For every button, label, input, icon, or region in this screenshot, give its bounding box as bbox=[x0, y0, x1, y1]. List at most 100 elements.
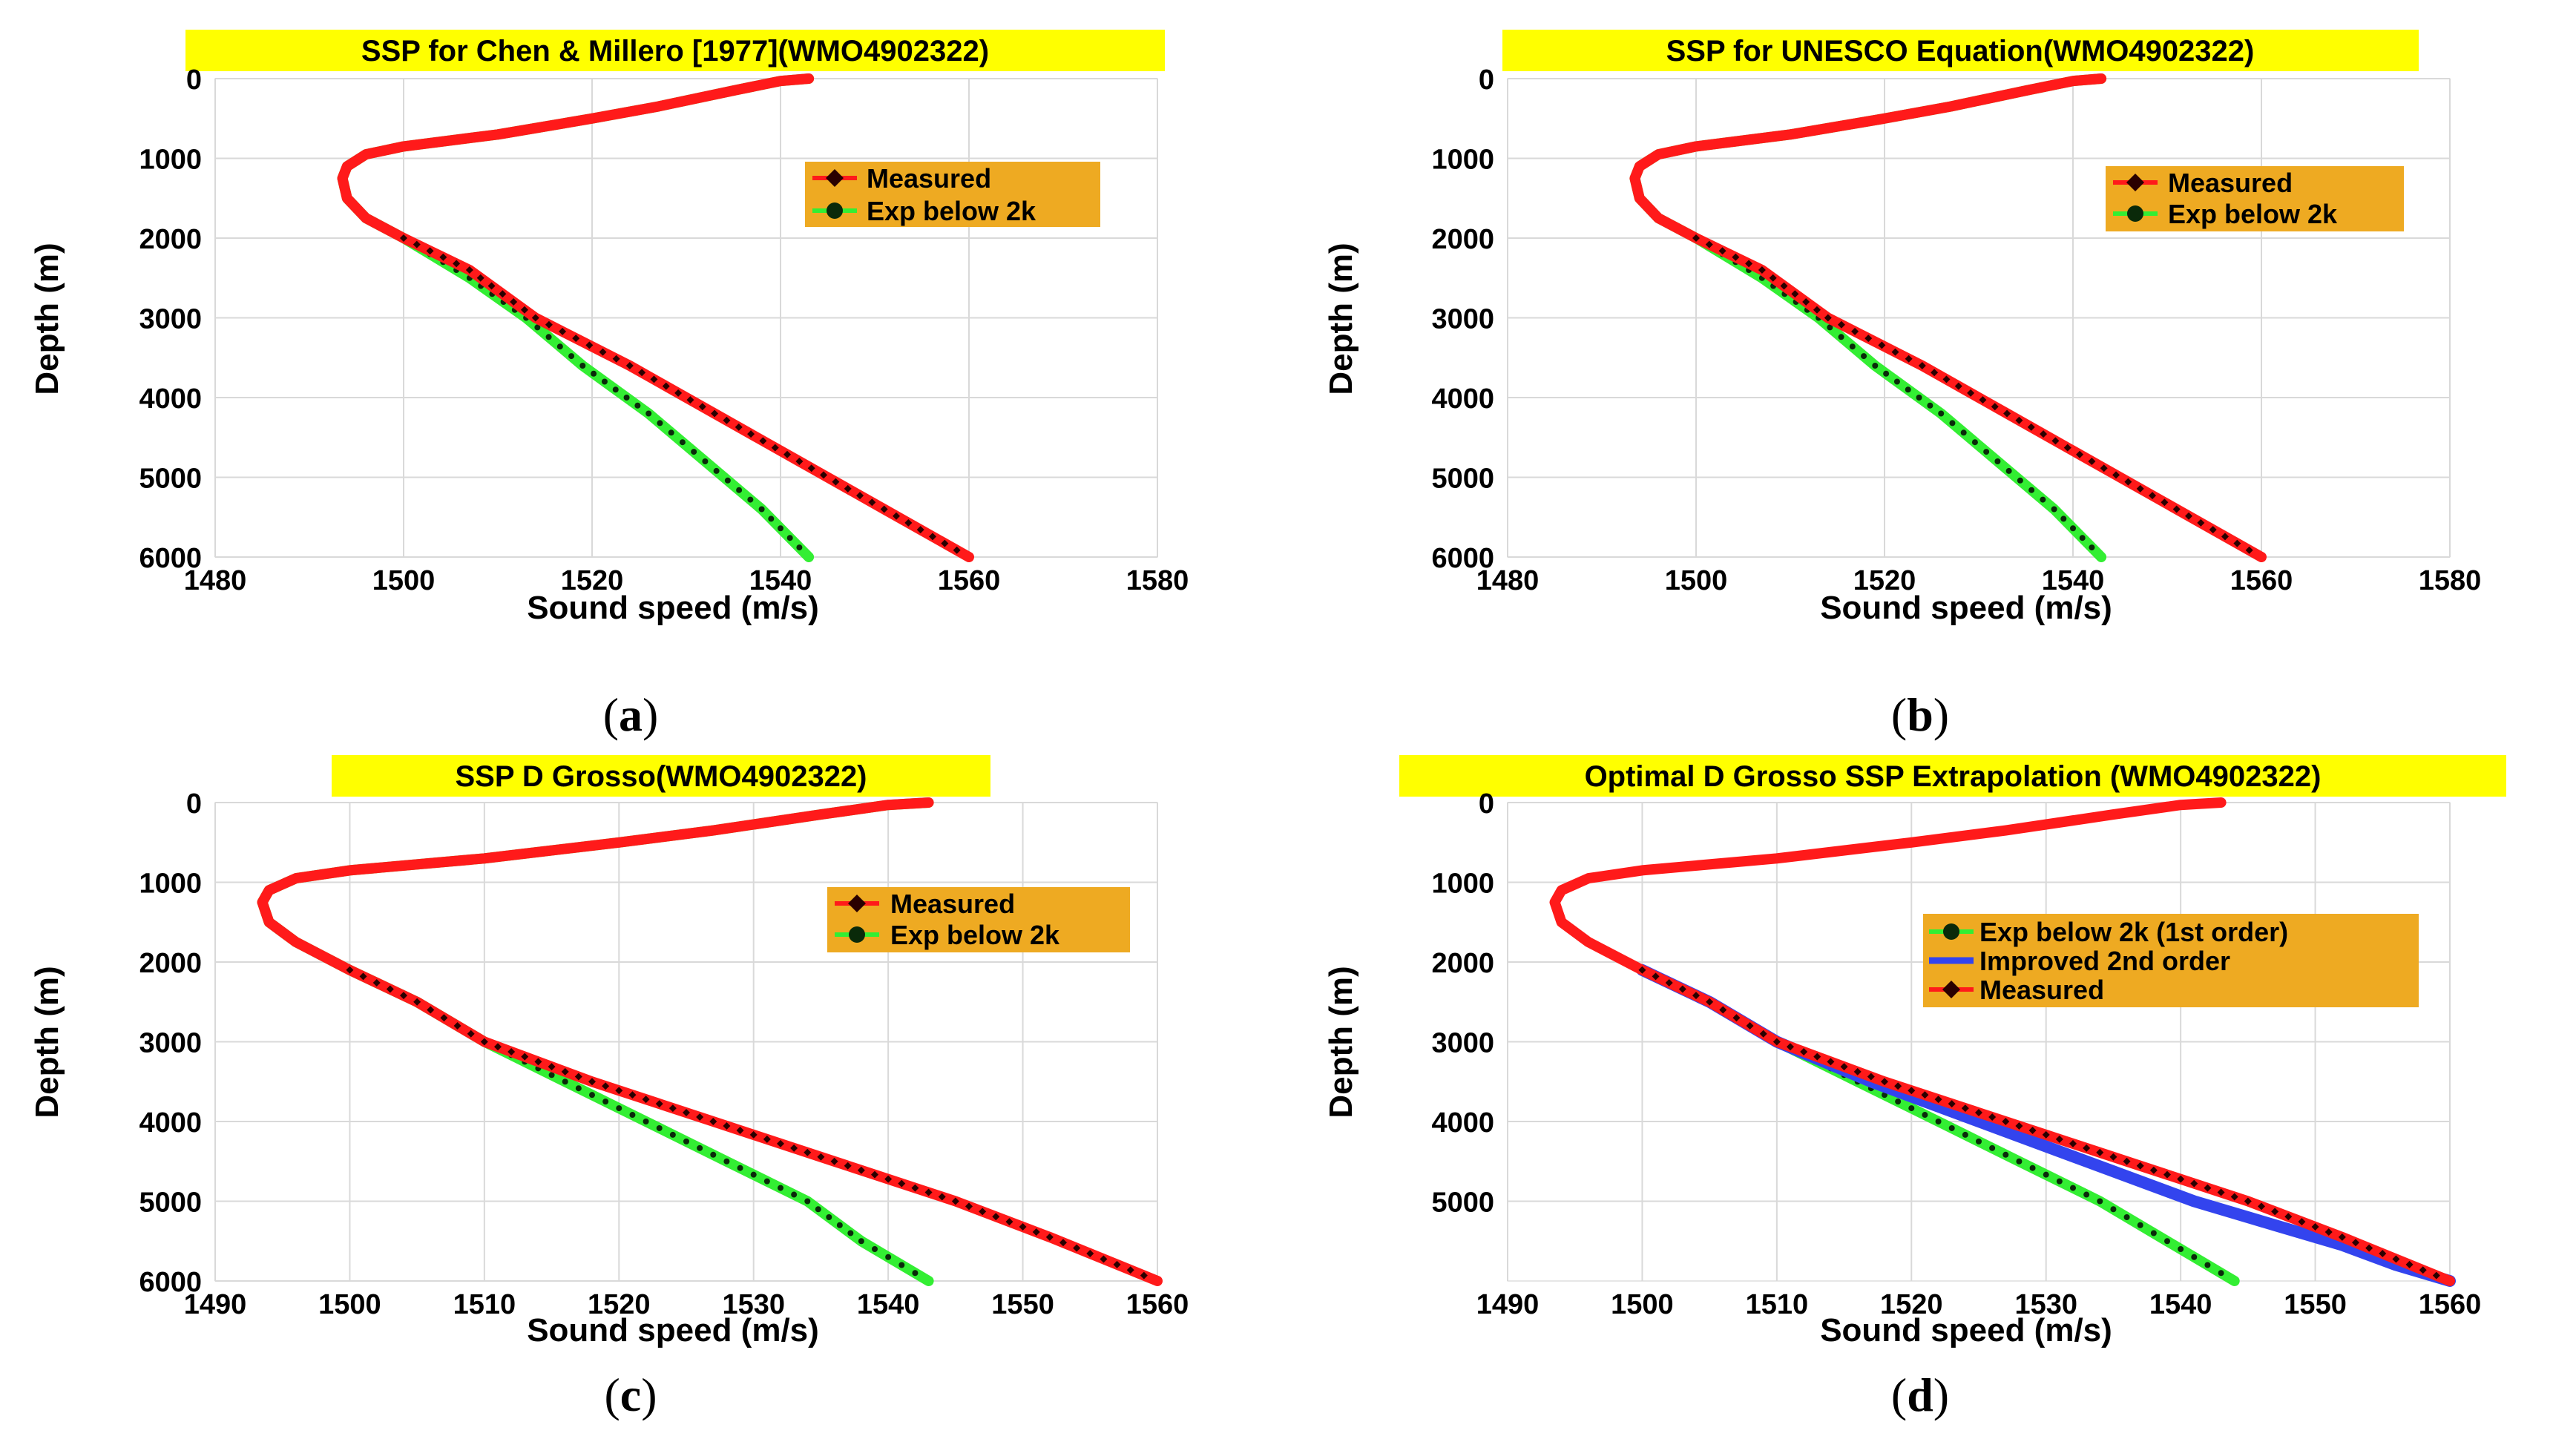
legend-label-measured: Measured bbox=[890, 889, 1015, 919]
data-point-measured bbox=[904, 518, 913, 527]
data-point-measured bbox=[494, 1043, 502, 1051]
data-point-measured bbox=[487, 282, 496, 290]
x-tick-label: 1500 bbox=[1665, 565, 1728, 596]
data-point-measured bbox=[1718, 247, 1726, 255]
caption-letter: c bbox=[620, 1369, 641, 1421]
data-point-exp bbox=[1861, 353, 1867, 360]
data-point-measured bbox=[1638, 966, 1646, 974]
data-point-measured bbox=[2124, 478, 2132, 486]
data-point-exp bbox=[2070, 525, 2076, 532]
legend-box bbox=[1923, 914, 2419, 1007]
data-point-measured bbox=[507, 1047, 516, 1055]
data-point-exp bbox=[2043, 1171, 2049, 1178]
data-point-exp bbox=[679, 439, 686, 446]
chart-title: SSP for Chen & Millero [1977](WMO4902322… bbox=[361, 35, 989, 67]
data-point-measured bbox=[747, 430, 755, 438]
data-point-measured bbox=[1073, 1244, 1081, 1252]
data-point-measured bbox=[832, 478, 840, 486]
data-point-exp bbox=[2005, 467, 2012, 474]
title-background bbox=[1502, 30, 2419, 71]
data-point-measured bbox=[1745, 260, 1753, 268]
data-point-exp bbox=[2056, 1178, 2063, 1185]
data-point-measured bbox=[2284, 1213, 2293, 1221]
x-tick-label: 1550 bbox=[991, 1289, 1054, 1320]
legend-label-measured: Measured bbox=[2168, 168, 2293, 198]
data-point-measured bbox=[426, 247, 434, 255]
data-point-measured bbox=[427, 1006, 435, 1014]
data-point-measured bbox=[1140, 1271, 1148, 1279]
data-point-measured bbox=[1867, 1073, 1875, 1081]
x-tick-labels: 1490 1500 1510 1520 1530 1540 1550 1560 bbox=[184, 1289, 1189, 1320]
data-point-measured bbox=[871, 1170, 878, 1179]
data-point-measured bbox=[1975, 1109, 1982, 1117]
data-point-exp bbox=[545, 334, 552, 340]
legend: Measured Exp below 2k bbox=[827, 887, 1130, 952]
y-axis-label: Depth (m) bbox=[1323, 966, 1359, 1118]
title-background bbox=[1399, 755, 2506, 797]
grid bbox=[1507, 78, 2451, 558]
data-point-measured bbox=[2244, 1197, 2252, 1205]
data-point-exp bbox=[1893, 378, 1900, 385]
data-point-measured bbox=[2136, 1162, 2144, 1170]
data-point-exp bbox=[1838, 334, 1844, 340]
x-tick-label: 1510 bbox=[1746, 1289, 1809, 1320]
legend: Measured Exp below 2k bbox=[2106, 166, 2404, 231]
data-point-measured bbox=[440, 1014, 448, 1022]
data-point-measured bbox=[545, 320, 553, 329]
data-point-exp bbox=[2204, 1262, 2211, 1268]
data-point-measured bbox=[1851, 327, 1859, 335]
data-point-measured bbox=[1113, 1260, 1121, 1268]
data-point-measured bbox=[588, 1078, 596, 1086]
data-point-measured bbox=[467, 1030, 475, 1038]
legend-box bbox=[805, 162, 1100, 227]
data-point-measured bbox=[696, 1113, 704, 1122]
y-tick-label: 2000 bbox=[139, 224, 202, 255]
data-point-exp bbox=[548, 1072, 555, 1078]
data-point-measured bbox=[2230, 1193, 2238, 1201]
data-point-exp bbox=[858, 1238, 864, 1245]
data-point-measured bbox=[820, 471, 828, 479]
data-point-measured bbox=[1732, 253, 1740, 261]
data-point-measured bbox=[413, 240, 421, 248]
data-point-exp bbox=[723, 1158, 730, 1165]
data-point-measured bbox=[602, 1082, 610, 1090]
data-point-exp bbox=[601, 378, 608, 385]
data-point-measured bbox=[1759, 1030, 1767, 1038]
legend-label-measured: Measured bbox=[1979, 975, 2104, 1005]
data-point-measured bbox=[709, 1118, 717, 1125]
data-point-exp bbox=[2079, 535, 2086, 541]
data-point-measured bbox=[465, 266, 473, 274]
data-point-measured bbox=[698, 403, 706, 411]
data-point-measured bbox=[686, 396, 694, 404]
data-point-measured bbox=[413, 998, 421, 1006]
data-point-measured bbox=[1706, 998, 1714, 1006]
data-point-exp bbox=[1983, 449, 1990, 455]
y-tick-label: 5000 bbox=[139, 1188, 202, 1219]
x-tick-label: 1530 bbox=[722, 1289, 785, 1320]
data-point-exp bbox=[2110, 1206, 2117, 1213]
data-point-measured bbox=[531, 314, 539, 322]
data-point-exp bbox=[2051, 506, 2057, 513]
data-point-exp bbox=[562, 1078, 568, 1085]
data-point-exp bbox=[1927, 402, 1933, 409]
y-tick-label: 0 bbox=[1479, 788, 1494, 820]
data-point-measured bbox=[2015, 1122, 2023, 1130]
data-point-measured bbox=[2063, 444, 2071, 452]
data-point-exp bbox=[691, 449, 697, 455]
y-tick-labels: 0 1000 2000 3000 4000 5000 6000 bbox=[139, 65, 202, 574]
y-tick-label: 0 bbox=[1479, 65, 1494, 96]
legend-label-measured: Measured bbox=[867, 163, 991, 194]
data-point-measured bbox=[1019, 1223, 1027, 1231]
data-point-measured bbox=[2003, 409, 2011, 418]
data-point-measured bbox=[1719, 1006, 1727, 1014]
data-point-measured bbox=[749, 1130, 758, 1139]
data-point-exp bbox=[575, 1085, 582, 1092]
data-point-exp bbox=[643, 1119, 649, 1124]
data-point-measured bbox=[655, 1100, 663, 1108]
y-tick-label: 1000 bbox=[139, 869, 202, 900]
y-tick-label: 3000 bbox=[139, 1028, 202, 1059]
data-point-measured bbox=[1942, 375, 1951, 383]
data-point-measured bbox=[1824, 314, 1832, 322]
data-point-measured bbox=[683, 1109, 690, 1117]
data-point-measured bbox=[2161, 498, 2169, 507]
